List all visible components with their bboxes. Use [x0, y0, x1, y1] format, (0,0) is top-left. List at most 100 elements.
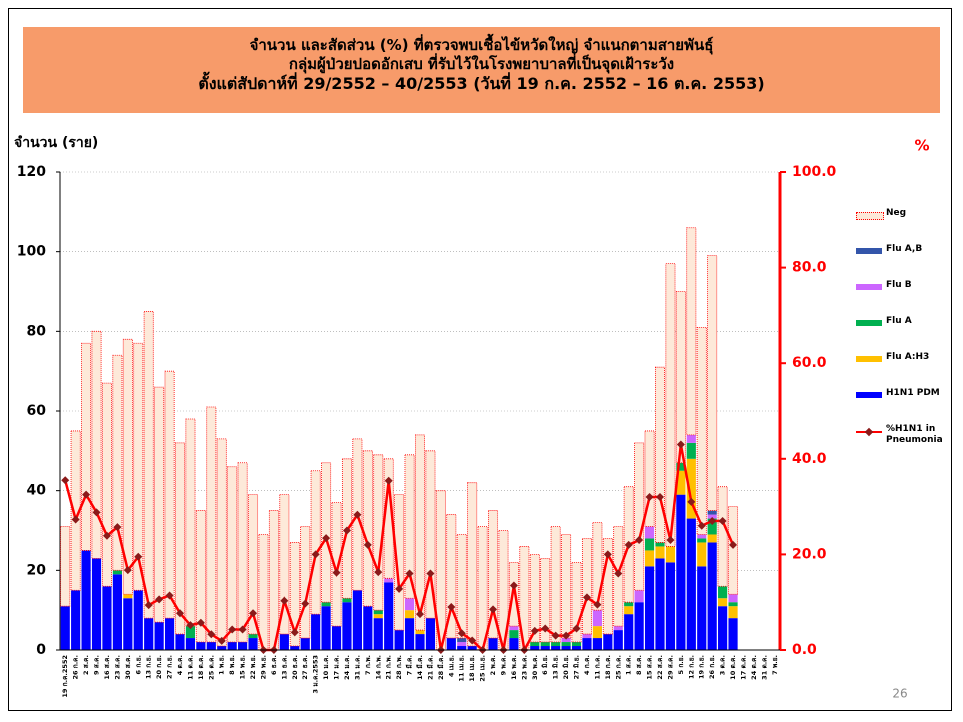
bar-segment [217, 646, 227, 650]
bar-segment [310, 470, 321, 615]
bar-segment [676, 494, 686, 650]
bar-segment [634, 590, 644, 603]
bar-segment [164, 370, 175, 619]
legend-item: H1N1 PDM [856, 388, 956, 412]
x-tick-label: 7 พ.ย. [771, 655, 779, 675]
line-marker [196, 618, 205, 627]
legend-label: Flu B [886, 280, 912, 290]
x-tick-label: 19 ก.ค.2552 [61, 655, 69, 698]
x-tick-label: 31 ม.ค. [353, 655, 361, 680]
bar-segment [206, 406, 217, 643]
line-marker [353, 510, 362, 519]
x-tick-label: 11 เม.ย. [458, 655, 466, 682]
x-tick-label: 4 ต.ค. [176, 655, 184, 675]
legend-item: Flu A:H3 [856, 352, 956, 376]
bar-segment [352, 590, 362, 650]
x-tick-label: 18 ก.ค. [604, 655, 612, 680]
line-marker [238, 625, 247, 634]
legend-label: Flu A [886, 316, 912, 326]
x-tick-label: 28 มี.ค. [437, 655, 445, 680]
bar-segment [603, 634, 613, 650]
bar-segment [227, 642, 237, 650]
bar-segment [728, 594, 738, 603]
x-tick-label: 6 ก.ย. [134, 655, 142, 674]
line-marker [687, 497, 696, 506]
line-marker [572, 624, 581, 633]
y-tick-label: 0 [36, 642, 46, 658]
x-tick-label: 9 ส.ค. [93, 655, 101, 675]
bar-segment [655, 366, 665, 543]
line-marker [144, 601, 153, 610]
bar-segment [644, 526, 655, 539]
line-marker [468, 636, 477, 645]
bar-segment [248, 494, 259, 635]
x-tick-label: 21 ก.พ. [385, 655, 393, 679]
line-marker [603, 550, 612, 559]
line-marker [635, 536, 644, 545]
line-marker [82, 490, 91, 499]
legend-item: Flu A [856, 316, 956, 340]
bar-segment [530, 642, 540, 647]
bar-segment [571, 642, 582, 647]
bar-segment [112, 570, 122, 575]
line-marker [113, 523, 122, 532]
bar-segment [404, 618, 415, 650]
bar-segment [655, 546, 665, 559]
x-tick-label: 20 ธ.ค. [291, 655, 299, 680]
x-tick-label: 20 ก.ย. [155, 655, 163, 679]
bar-segment [467, 646, 477, 650]
x-tick-label: 17 ม.ค. [333, 655, 341, 680]
line-marker [155, 595, 164, 604]
bar-segment [123, 594, 133, 599]
line-marker [61, 476, 70, 485]
x-tick-label: 30 พ.ค. [531, 655, 539, 680]
bar-segment [268, 510, 279, 651]
line-marker [416, 610, 424, 619]
legend-label: H1N1 PDM [886, 388, 940, 398]
bar-segment [624, 614, 634, 650]
legend-label: %H1N1 in Pneumonia [886, 424, 943, 445]
bar-segment [373, 610, 383, 615]
bar-segment [550, 526, 561, 643]
bar-segment [133, 590, 143, 650]
line-marker [426, 569, 435, 578]
line-marker [676, 440, 685, 449]
bar-segment [697, 542, 707, 567]
x-tick-label: 19 ก.ย. [698, 655, 706, 679]
bar-segment [311, 614, 321, 650]
x-tick-label: 13 ธ.ค. [280, 655, 288, 680]
legend-swatch [856, 248, 882, 254]
bar-segment [321, 606, 331, 650]
y2-axis-label: % [914, 137, 929, 155]
bar-segment [498, 530, 509, 651]
x-tick-label: 1 ส.ค. [625, 655, 633, 675]
line-marker [395, 584, 404, 593]
bar-segment [582, 638, 592, 650]
x-tick-label: 3 ม.ค.2553 [312, 655, 320, 693]
bar-segment [373, 618, 383, 650]
bar-segment [384, 582, 394, 650]
x-tick-label: 23 พ.ค. [520, 655, 528, 680]
line-marker [593, 600, 602, 609]
bar-segment [457, 646, 467, 650]
bar-segment [488, 510, 499, 639]
bar-segment [258, 534, 269, 651]
bar-segment [195, 510, 206, 643]
x-tick-label: 13 ก.ย. [145, 655, 153, 679]
legend-swatch [856, 320, 882, 326]
bar-segment [655, 558, 665, 650]
bar-segment [342, 598, 352, 603]
bar-segment [717, 486, 728, 587]
x-tick-label: 1 พ.ย. [218, 655, 226, 675]
bar-segment [144, 618, 154, 650]
bar-segment [133, 342, 144, 591]
line-marker [697, 521, 706, 530]
bar-segment [206, 642, 216, 650]
bar-segment [592, 610, 602, 627]
bar-segment [248, 634, 258, 639]
legend-label: Neg [886, 208, 907, 218]
bar-segment [613, 630, 623, 650]
x-tick-label: 16 พ.ค. [510, 655, 518, 680]
bar-segment [686, 227, 697, 436]
